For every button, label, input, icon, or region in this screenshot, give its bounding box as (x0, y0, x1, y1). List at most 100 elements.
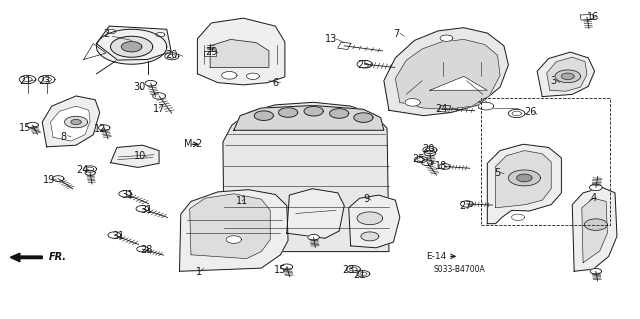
Text: M-2: M-2 (184, 139, 203, 149)
Polygon shape (153, 93, 166, 99)
Polygon shape (580, 14, 594, 20)
Polygon shape (10, 253, 42, 262)
Polygon shape (440, 35, 453, 41)
Polygon shape (582, 198, 607, 263)
Polygon shape (97, 29, 167, 64)
Polygon shape (511, 214, 524, 220)
Polygon shape (357, 60, 372, 68)
Polygon shape (547, 57, 587, 91)
Text: 20: 20 (166, 50, 178, 60)
Text: 23: 23 (342, 265, 355, 275)
Polygon shape (508, 170, 540, 186)
Text: 24: 24 (76, 165, 88, 175)
Polygon shape (119, 191, 132, 197)
Polygon shape (357, 271, 370, 277)
Polygon shape (405, 99, 420, 106)
Polygon shape (304, 107, 323, 116)
Polygon shape (254, 111, 273, 121)
Polygon shape (189, 194, 270, 259)
Polygon shape (108, 232, 121, 238)
Text: 31: 31 (113, 231, 125, 241)
Text: 23: 23 (38, 76, 51, 86)
Polygon shape (204, 50, 216, 56)
Text: 14: 14 (477, 101, 489, 111)
Polygon shape (278, 108, 298, 117)
Polygon shape (156, 33, 165, 37)
Polygon shape (461, 201, 473, 207)
Polygon shape (281, 264, 292, 270)
Text: 25: 25 (357, 60, 370, 70)
Polygon shape (422, 160, 433, 166)
Text: 17: 17 (153, 104, 165, 114)
Polygon shape (384, 28, 508, 116)
Text: 1: 1 (196, 267, 202, 277)
Polygon shape (346, 266, 360, 272)
Text: 16: 16 (588, 12, 600, 22)
Text: 8: 8 (60, 132, 67, 142)
Polygon shape (65, 116, 88, 128)
Polygon shape (99, 125, 110, 130)
Polygon shape (145, 80, 157, 86)
Text: 28: 28 (140, 245, 152, 255)
Polygon shape (478, 102, 493, 110)
Polygon shape (71, 120, 81, 124)
Text: 3: 3 (550, 76, 556, 86)
Polygon shape (561, 73, 574, 79)
Text: 31: 31 (140, 205, 152, 215)
Polygon shape (179, 190, 288, 271)
Polygon shape (42, 96, 100, 147)
Polygon shape (107, 29, 116, 34)
Polygon shape (537, 52, 595, 97)
Polygon shape (338, 42, 351, 49)
Polygon shape (584, 219, 607, 230)
Text: 13: 13 (325, 34, 338, 44)
Polygon shape (424, 150, 436, 156)
Polygon shape (354, 113, 373, 122)
Text: 9: 9 (363, 194, 369, 204)
Polygon shape (111, 145, 159, 167)
Text: 6: 6 (272, 78, 278, 88)
Polygon shape (516, 174, 532, 182)
Polygon shape (423, 146, 437, 153)
Polygon shape (487, 144, 561, 224)
Polygon shape (19, 75, 36, 84)
Text: 25: 25 (413, 154, 425, 164)
Text: 18: 18 (435, 161, 447, 172)
Text: 21: 21 (19, 76, 31, 86)
Polygon shape (396, 40, 500, 109)
Text: FR.: FR. (49, 252, 67, 262)
Text: 12: 12 (93, 124, 106, 134)
Polygon shape (52, 176, 64, 182)
Polygon shape (97, 26, 172, 60)
Polygon shape (84, 166, 97, 172)
Text: 11: 11 (236, 197, 248, 206)
Polygon shape (439, 164, 451, 169)
Polygon shape (508, 109, 525, 118)
Polygon shape (415, 156, 428, 163)
Polygon shape (221, 71, 237, 79)
Text: 7: 7 (394, 29, 400, 39)
Text: 5: 5 (495, 168, 500, 178)
Polygon shape (165, 53, 179, 60)
Polygon shape (27, 122, 38, 128)
Text: 19: 19 (42, 175, 54, 185)
Polygon shape (349, 195, 400, 248)
Text: 24: 24 (435, 104, 447, 114)
Polygon shape (136, 205, 149, 212)
Text: 15: 15 (19, 123, 31, 133)
Polygon shape (210, 40, 269, 67)
Text: 29: 29 (205, 47, 218, 57)
Polygon shape (589, 184, 602, 191)
Text: 27: 27 (460, 201, 472, 211)
Polygon shape (330, 109, 349, 118)
Text: 4: 4 (590, 193, 596, 203)
Text: 2: 2 (103, 29, 109, 39)
Text: 10: 10 (134, 151, 146, 161)
Polygon shape (555, 70, 580, 83)
Text: 26: 26 (525, 108, 537, 117)
Polygon shape (430, 76, 487, 90)
Polygon shape (495, 151, 551, 208)
Polygon shape (122, 42, 142, 52)
Text: 15: 15 (274, 265, 287, 275)
Polygon shape (287, 189, 344, 238)
